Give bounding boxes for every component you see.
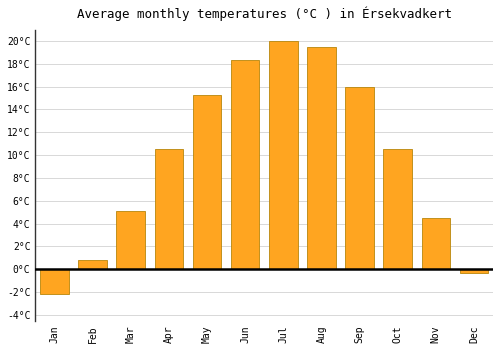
Bar [460,269,488,273]
Bar [192,94,222,269]
Bar [422,218,450,269]
Bar [384,149,412,269]
Bar [231,60,260,269]
Bar [116,211,145,269]
Bar [269,41,298,269]
Bar [78,260,107,269]
Bar [345,86,374,269]
Title: Average monthly temperatures (°C ) in Érsekvadkert: Average monthly temperatures (°C ) in Ér… [76,7,452,21]
Bar [154,149,183,269]
Bar [307,47,336,269]
Bar [40,269,68,294]
